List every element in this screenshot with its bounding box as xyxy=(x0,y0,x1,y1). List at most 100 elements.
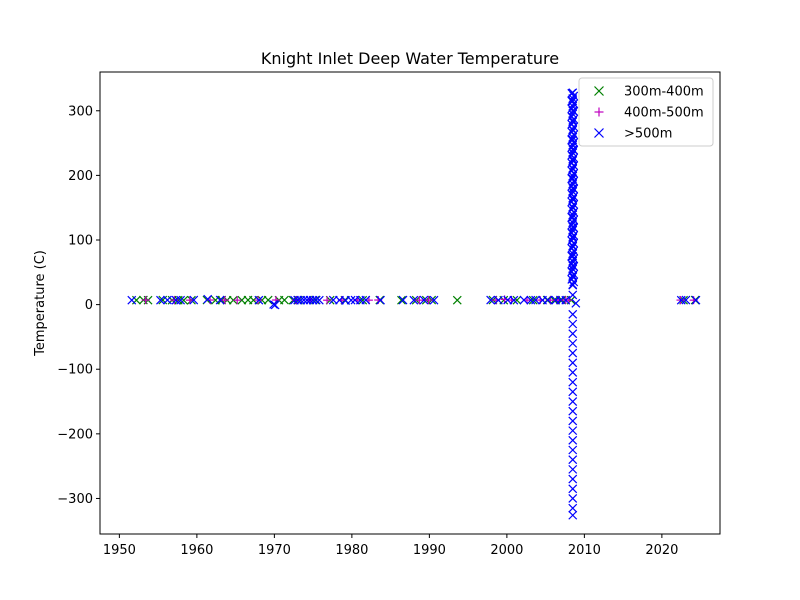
x-tick-label: 2010 xyxy=(568,543,601,558)
data-point xyxy=(568,290,578,300)
data-point xyxy=(127,295,137,305)
data-point xyxy=(568,416,578,426)
data-point xyxy=(263,295,273,305)
chart-title: Knight Inlet Deep Water Temperature xyxy=(261,49,559,68)
data-point xyxy=(170,296,179,305)
legend-label-1: 300m-400m xyxy=(624,85,704,100)
data-point xyxy=(567,174,577,184)
plot-area: 1950 1960 1970 1980 1990 2000 2010 2020 −300−20… xyxy=(57,71,721,558)
data-point xyxy=(568,377,578,387)
series-3-dense-column xyxy=(567,88,579,290)
data-point xyxy=(567,88,577,98)
data-point xyxy=(568,348,578,358)
data-point xyxy=(568,319,578,329)
legend: 300m-400m 400m-500m >500m xyxy=(578,77,714,147)
data-point xyxy=(567,243,577,253)
data-point xyxy=(568,426,578,436)
data-point xyxy=(493,295,503,305)
data-point xyxy=(509,295,519,305)
data-point xyxy=(311,295,321,305)
data-point xyxy=(568,406,578,416)
data-point xyxy=(567,251,577,261)
data-point xyxy=(567,112,577,122)
x-tick-label: 1950 xyxy=(103,543,136,558)
data-point xyxy=(189,295,199,305)
data-point xyxy=(568,484,578,494)
data-point xyxy=(568,464,578,474)
data-point xyxy=(567,158,577,168)
y-tick-label: 100 xyxy=(68,234,93,249)
data-point xyxy=(568,397,578,406)
data-point xyxy=(567,274,577,284)
legend-label-3: >500m xyxy=(624,127,672,142)
data-point xyxy=(452,295,462,305)
y-tick-label: 0 xyxy=(85,298,93,313)
data-point xyxy=(567,220,577,230)
x-axis: 1950 1960 1970 1980 1990 2000 2010 2020 xyxy=(103,534,678,558)
data-point xyxy=(346,295,356,305)
data-point xyxy=(568,494,578,503)
legend-marker-3 xyxy=(594,128,604,138)
x-tick-label: 1990 xyxy=(413,543,446,558)
data-point xyxy=(314,295,324,305)
data-point xyxy=(203,294,213,304)
legend-box xyxy=(578,77,714,147)
data-point xyxy=(305,295,315,305)
data-point xyxy=(424,296,433,305)
x-tick-label: 1970 xyxy=(258,543,291,558)
x-tick-label: 1960 xyxy=(180,543,213,558)
data-point xyxy=(429,295,439,305)
data-point xyxy=(176,295,186,305)
data-point xyxy=(156,295,165,305)
data-point xyxy=(292,296,301,305)
data-point xyxy=(571,298,581,308)
data-point xyxy=(567,181,577,191)
data-point xyxy=(567,205,577,215)
data-point xyxy=(567,228,577,238)
data-point xyxy=(543,295,553,305)
data-point xyxy=(233,296,242,305)
data-point xyxy=(568,503,578,513)
legend-items: 300m-400m 400m-500m >500m xyxy=(594,85,704,142)
data-point xyxy=(568,329,578,339)
data-point xyxy=(567,267,577,277)
data-point xyxy=(568,455,578,465)
data-point xyxy=(220,296,229,305)
data-point xyxy=(397,295,406,305)
data-point xyxy=(512,295,522,305)
data-point xyxy=(415,296,424,305)
x-tick-label: 2020 xyxy=(645,543,678,558)
data-point xyxy=(568,358,578,368)
data-point xyxy=(185,296,194,305)
data-point xyxy=(561,295,571,305)
data-point xyxy=(567,135,577,145)
data-point xyxy=(567,259,577,269)
data-point xyxy=(568,368,578,377)
data-point xyxy=(567,236,577,246)
data-point xyxy=(567,127,577,137)
data-point xyxy=(141,296,150,305)
legend-label-2: 400m-500m xyxy=(624,106,704,121)
data-point xyxy=(486,295,496,305)
data-point xyxy=(691,295,701,305)
data-point xyxy=(528,295,538,305)
data-point xyxy=(567,143,577,153)
data-point xyxy=(376,295,385,305)
data-point xyxy=(568,387,578,397)
data-point xyxy=(323,296,332,305)
data-point xyxy=(567,96,577,106)
data-point xyxy=(215,295,225,305)
data-point xyxy=(568,474,578,484)
data-point xyxy=(163,295,172,305)
y-axis: −300 −200 −100 0 100 200 300 xyxy=(57,104,100,507)
y-tick-label: 300 xyxy=(68,104,93,119)
data-point xyxy=(179,295,189,305)
data-point xyxy=(681,295,691,305)
data-point xyxy=(567,212,577,222)
data-point xyxy=(280,295,289,305)
data-point xyxy=(270,300,280,310)
data-point xyxy=(568,445,578,455)
data-point xyxy=(568,435,578,445)
x-tick-label: 1980 xyxy=(335,543,368,558)
